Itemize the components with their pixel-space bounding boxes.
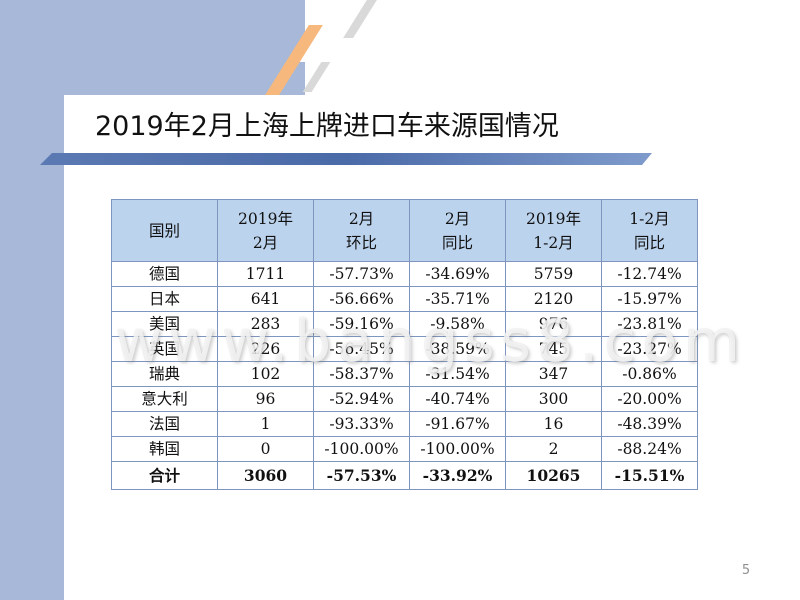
cell-country: 德国: [111, 261, 218, 287]
cell-feb-count: 283: [217, 311, 314, 337]
cell-ytd-count: 300: [505, 386, 602, 412]
cell-feb-count: 1711: [217, 261, 314, 287]
cell-country: 韩国: [111, 436, 218, 462]
cell-country: 英国: [111, 336, 218, 362]
cell-total-ytd-count: 10265: [505, 461, 602, 490]
cell-country: 法国: [111, 411, 218, 437]
title-underline: [40, 153, 652, 165]
cell-mom: -57.73%: [313, 261, 410, 287]
cell-country: 日本: [111, 286, 218, 312]
header-feb-mom: 2月 环比: [313, 199, 410, 262]
table-row: 美国 283 -59.16% -9.58% 976 -23.81%: [111, 311, 698, 337]
table-row: 瑞典 102 -58.37% -31.54% 347 -0.86%: [111, 361, 698, 387]
cell-mom: -93.33%: [313, 411, 410, 437]
top-decor-band: [0, 0, 305, 95]
cell-ytd-yoy: -88.24%: [601, 436, 698, 462]
cell-feb-count: 641: [217, 286, 314, 312]
cell-mom: -56.66%: [313, 286, 410, 312]
cell-ytd-yoy: -48.39%: [601, 411, 698, 437]
cell-feb-count: 102: [217, 361, 314, 387]
cell-ytd-count: 2120: [505, 286, 602, 312]
left-decor-bar: [0, 0, 64, 600]
cell-ytd-count: 16: [505, 411, 602, 437]
slide-title: 2019年2月上海上牌进口车来源国情况: [95, 111, 559, 142]
table-header-row: 国别 2019年 2月 2月 环比 2月 同比 2019年 1-2月 1-2月 …: [111, 199, 698, 262]
table-row: 英国 226 -56.45% -38.59% 745 -23.27%: [111, 336, 698, 362]
import-source-table: 国别 2019年 2月 2月 环比 2月 同比 2019年 1-2月 1-2月 …: [111, 199, 698, 490]
cell-feb-count: 226: [217, 336, 314, 362]
cell-ytd-count: 976: [505, 311, 602, 337]
cell-ytd-yoy: -23.81%: [601, 311, 698, 337]
cell-mom: -58.37%: [313, 361, 410, 387]
cell-mom: -59.16%: [313, 311, 410, 337]
header-jan-feb-yoy: 1-2月 同比: [601, 199, 698, 262]
cell-ytd-count: 2: [505, 436, 602, 462]
header-jan-feb-2019: 2019年 1-2月: [505, 199, 602, 262]
cell-ytd-yoy: -12.74%: [601, 261, 698, 287]
table-total-row: 合计 3060 -57.53% -33.92% 10265 -15.51%: [111, 461, 698, 490]
cell-ytd-count: 5759: [505, 261, 602, 287]
cell-yoy: -9.58%: [409, 311, 506, 337]
cell-country: 意大利: [111, 386, 218, 412]
cell-mom: -100.00%: [313, 436, 410, 462]
table-row: 德国 1711 -57.73% -34.69% 5759 -12.74%: [111, 261, 698, 287]
cell-yoy: -35.71%: [409, 286, 506, 312]
decor-stripe-grey-2: [302, 62, 331, 92]
table-row: 日本 641 -56.66% -35.71% 2120 -15.97%: [111, 286, 698, 312]
header-country: 国别: [111, 199, 218, 262]
cell-yoy: -31.54%: [409, 361, 506, 387]
cell-yoy: -100.00%: [409, 436, 506, 462]
cell-yoy: -34.69%: [409, 261, 506, 287]
cell-feb-count: 0: [217, 436, 314, 462]
cell-total-feb-count: 3060: [217, 461, 314, 490]
cell-total-yoy: -33.92%: [409, 461, 506, 490]
cell-country: 瑞典: [111, 361, 218, 387]
header-feb-2019: 2019年 2月: [217, 199, 314, 262]
page-number: 5: [741, 563, 751, 578]
cell-yoy: -38.59%: [409, 336, 506, 362]
cell-ytd-yoy: -23.27%: [601, 336, 698, 362]
cell-yoy: -91.67%: [409, 411, 506, 437]
cell-ytd-count: 347: [505, 361, 602, 387]
header-feb-yoy: 2月 同比: [409, 199, 506, 262]
cell-country: 美国: [111, 311, 218, 337]
cell-yoy: -40.74%: [409, 386, 506, 412]
cell-total-ytd-yoy: -15.51%: [601, 461, 698, 490]
table-row: 意大利 96 -52.94% -40.74% 300 -20.00%: [111, 386, 698, 412]
cell-ytd-yoy: -15.97%: [601, 286, 698, 312]
cell-ytd-yoy: -20.00%: [601, 386, 698, 412]
table-row: 韩国 0 -100.00% -100.00% 2 -88.24%: [111, 436, 698, 462]
cell-mom: -52.94%: [313, 386, 410, 412]
cell-ytd-yoy: -0.86%: [601, 361, 698, 387]
cell-mom: -56.45%: [313, 336, 410, 362]
cell-feb-count: 1: [217, 411, 314, 437]
cell-feb-count: 96: [217, 386, 314, 412]
cell-total-mom: -57.53%: [313, 461, 410, 490]
cell-ytd-count: 745: [505, 336, 602, 362]
cell-total-label: 合计: [111, 461, 218, 490]
table-row: 法国 1 -93.33% -91.67% 16 -48.39%: [111, 411, 698, 437]
